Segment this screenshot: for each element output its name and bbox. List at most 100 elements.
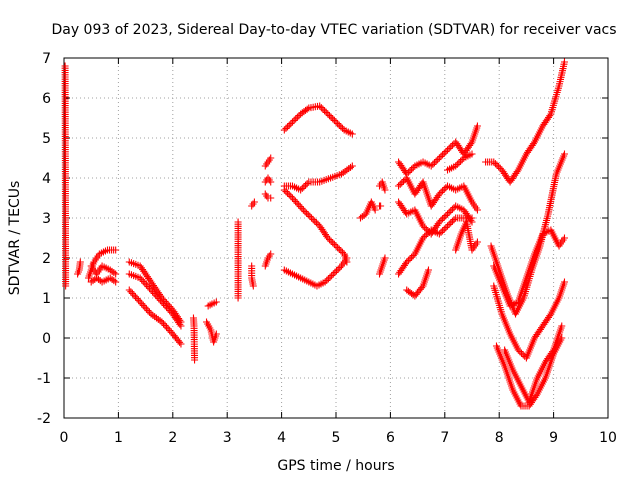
data-point-interp [442, 224, 450, 232]
x-tick-label: 10 [599, 430, 617, 446]
data-point-interp [342, 256, 350, 264]
data-point-interp [133, 295, 141, 303]
data-point-interp [153, 293, 161, 301]
data-point-interp [144, 283, 152, 291]
data-point-interp [110, 246, 118, 254]
data-point-interp [513, 168, 521, 176]
data-point [395, 182, 403, 190]
data-point-interp [540, 360, 548, 368]
y-axis-title: SDTVAR / TECUs [7, 181, 23, 296]
data-point-interp [518, 349, 526, 357]
data-point-interp [323, 276, 331, 284]
data-point-interp [333, 267, 341, 275]
data-point-interp [400, 207, 408, 215]
data-point-interp [439, 215, 447, 223]
data-point-interp [150, 289, 158, 297]
data-point-interp [265, 252, 273, 260]
data-point-interp [370, 204, 378, 212]
data-point-interp [166, 307, 174, 315]
data-point [280, 126, 288, 134]
data-point-interp [139, 277, 147, 285]
data-point-interp [466, 214, 474, 222]
data-point-interp [175, 319, 183, 327]
data-point-interp [533, 376, 541, 384]
data-point-interp [290, 116, 298, 124]
y-tick-label: 2 [42, 251, 51, 267]
data-point-interp [544, 212, 552, 220]
data-point-interp [149, 282, 157, 290]
data-point-interp [554, 84, 562, 92]
data-point-interp [287, 192, 295, 200]
data-point-interp [139, 266, 147, 274]
x-tick-label: 6 [386, 430, 395, 446]
data-point [329, 270, 337, 278]
data-point-interp [159, 300, 167, 308]
data-point-interp [287, 120, 295, 128]
data-point-interp [322, 108, 330, 116]
data-point-interp [282, 124, 290, 132]
data-point-interp [466, 151, 474, 159]
data-point-interp [560, 280, 568, 288]
data-point-interp [62, 280, 70, 288]
data-point-interp [513, 344, 521, 352]
data-point-interp [146, 276, 154, 284]
data-point-interp [346, 129, 354, 137]
data-point-interp [143, 273, 151, 281]
data-point-interp [330, 116, 338, 124]
data-point-interp [560, 152, 568, 160]
data-point-interp [458, 156, 466, 164]
data-point-interp [548, 348, 556, 356]
data-point-interp [328, 272, 336, 280]
data-point-interp [437, 216, 445, 224]
data-point-interp [432, 157, 440, 165]
chart-title: Day 093 of 2023, Sidereal Day-to-day VTE… [51, 22, 616, 38]
data-point-interp [161, 321, 169, 329]
x-tick-label: 3 [223, 430, 232, 446]
data-point-interp [142, 281, 150, 289]
data-point-interp [141, 269, 149, 277]
data-point-interp [314, 102, 322, 110]
data-point-interp [156, 296, 164, 304]
data-point-interp [398, 179, 406, 187]
y-tick-label: 7 [42, 51, 51, 67]
data-point-interp [447, 143, 455, 151]
data-point-interp [176, 338, 184, 346]
data-point-interp [303, 209, 311, 217]
data-point-interp [408, 253, 416, 261]
data-point-interp [325, 112, 333, 120]
data-point-interp [265, 156, 273, 164]
data-point [280, 186, 288, 194]
data-point-interp [546, 112, 554, 120]
data-point-interp [302, 181, 310, 189]
data-point-interp [540, 376, 548, 384]
data-point-interp [174, 337, 182, 345]
y-tick-label: 6 [42, 91, 51, 107]
data-point-interp [191, 354, 199, 362]
data-point-interp [409, 252, 417, 260]
data-point-interp [425, 161, 433, 169]
data-point-interp [434, 156, 442, 164]
data-point-interp [493, 161, 501, 169]
data-point-interp [128, 289, 136, 297]
data-point [332, 118, 340, 126]
data-point-interp [521, 152, 529, 160]
data-point-interp [450, 216, 458, 224]
data-point [435, 154, 443, 162]
x-tick-label: 5 [332, 430, 341, 446]
data-point-interp [433, 221, 441, 229]
y-tick-label: 3 [42, 211, 51, 227]
data-point [308, 214, 316, 222]
data-point-interp [164, 305, 172, 313]
data-point-interp [286, 269, 294, 277]
data-point-interp [380, 256, 388, 264]
data-point-interp [331, 268, 339, 276]
data-point-interp [456, 232, 464, 240]
data-point-interp [491, 160, 499, 168]
data-point-interp [418, 236, 426, 244]
data-point-interp [295, 185, 303, 193]
data-point-interp [466, 141, 474, 149]
data-point-interp [293, 113, 301, 121]
data-point-interp [530, 336, 538, 344]
data-point-interp [295, 273, 303, 281]
data-point-interp [536, 325, 544, 333]
